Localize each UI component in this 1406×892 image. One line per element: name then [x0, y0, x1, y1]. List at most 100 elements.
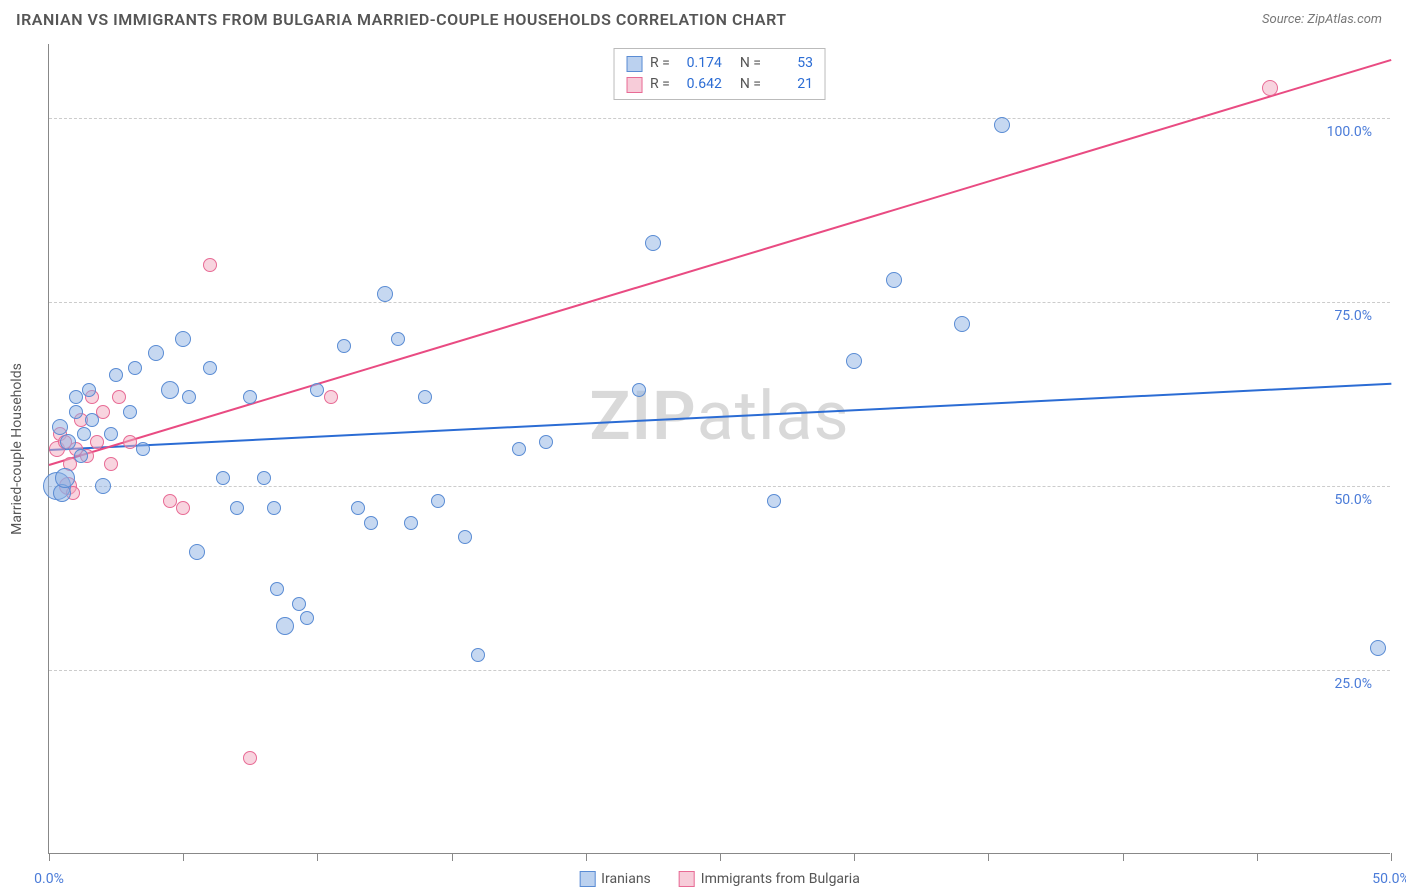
- swatch-pink: [679, 871, 695, 887]
- y-tick-label: 25.0%: [1334, 676, 1372, 692]
- x-tick: [452, 853, 453, 861]
- data-point-blue: [645, 235, 661, 251]
- data-point-blue: [351, 501, 365, 515]
- chart-plot-area: ZIPatlas Married-couple Households R =0.…: [48, 44, 1390, 854]
- data-point-pink: [176, 501, 190, 515]
- data-point-blue: [60, 434, 76, 450]
- swatch-pink: [626, 77, 642, 93]
- x-tick: [183, 853, 184, 861]
- data-point-blue: [175, 331, 191, 347]
- data-point-blue: [994, 117, 1010, 133]
- swatch-blue: [626, 56, 642, 72]
- gridline-horizontal: [49, 670, 1390, 671]
- data-point-blue: [886, 272, 902, 288]
- stats-row-pink: R = 0.642 N = 21: [626, 74, 813, 95]
- n-value: 21: [769, 74, 813, 95]
- x-tick: [317, 853, 318, 861]
- data-point-blue: [267, 501, 281, 515]
- source-label: Source: ZipAtlas.com: [1262, 12, 1382, 27]
- data-point-blue: [418, 390, 432, 404]
- data-point-blue: [77, 427, 91, 441]
- data-point-blue: [512, 442, 526, 456]
- data-point-blue: [189, 544, 205, 560]
- n-value: 53: [769, 53, 813, 74]
- data-point-pink: [1262, 80, 1278, 96]
- data-point-blue: [276, 617, 294, 635]
- stats-legend: R = 0.174 N = 53 R = 0.642 N = 21: [613, 48, 826, 100]
- data-point-pink: [324, 390, 338, 404]
- y-tick-label: 50.0%: [1334, 492, 1372, 508]
- x-tick: [720, 853, 721, 861]
- r-value: 0.174: [678, 53, 722, 74]
- data-point-blue: [431, 494, 445, 508]
- x-tick-label: 0.0%: [34, 871, 64, 887]
- data-point-blue: [109, 368, 123, 382]
- x-tick-label: 50.0%: [1372, 871, 1406, 887]
- data-point-pink: [163, 494, 177, 508]
- n-label: N =: [740, 74, 761, 95]
- data-point-blue: [82, 383, 96, 397]
- data-point-blue: [216, 471, 230, 485]
- data-point-blue: [104, 427, 118, 441]
- data-point-blue: [55, 468, 75, 488]
- gridline-horizontal: [49, 486, 1390, 487]
- legend-item-blue: Iranians: [579, 871, 651, 887]
- data-point-pink: [203, 258, 217, 272]
- data-point-blue: [310, 383, 324, 397]
- data-point-blue: [337, 339, 351, 353]
- data-point-blue: [69, 390, 83, 404]
- data-point-blue: [1370, 640, 1386, 656]
- data-point-blue: [148, 345, 164, 361]
- y-axis-label: Married-couple Households: [9, 363, 25, 535]
- data-point-blue: [123, 405, 137, 419]
- x-tick: [988, 853, 989, 861]
- chart-title: IRANIAN VS IMMIGRANTS FROM BULGARIA MARR…: [16, 10, 787, 29]
- data-point-blue: [95, 478, 111, 494]
- data-point-blue: [74, 449, 88, 463]
- data-point-pink: [123, 435, 137, 449]
- regression-line-pink: [49, 59, 1392, 466]
- data-point-blue: [136, 442, 150, 456]
- stats-row-blue: R = 0.174 N = 53: [626, 53, 813, 74]
- legend-label: Immigrants from Bulgaria: [701, 871, 860, 887]
- data-point-blue: [243, 390, 257, 404]
- data-point-pink: [104, 457, 118, 471]
- r-label: R =: [650, 53, 670, 74]
- x-tick: [586, 853, 587, 861]
- data-point-blue: [69, 405, 83, 419]
- data-point-blue: [364, 516, 378, 530]
- gridline-horizontal: [49, 302, 1390, 303]
- data-point-pink: [243, 751, 257, 765]
- x-tick: [1257, 853, 1258, 861]
- data-point-blue: [52, 419, 68, 435]
- data-point-blue: [257, 471, 271, 485]
- r-label: R =: [650, 74, 670, 95]
- data-point-blue: [203, 361, 217, 375]
- y-tick-label: 75.0%: [1334, 308, 1372, 324]
- x-tick: [854, 853, 855, 861]
- data-point-blue: [767, 494, 781, 508]
- data-point-blue: [182, 390, 196, 404]
- r-value: 0.642: [678, 74, 722, 95]
- data-point-pink: [112, 390, 126, 404]
- data-point-blue: [458, 530, 472, 544]
- legend-item-pink: Immigrants from Bulgaria: [679, 871, 860, 887]
- data-point-pink: [90, 435, 104, 449]
- series-legend: Iranians Immigrants from Bulgaria: [579, 871, 860, 887]
- data-point-blue: [292, 597, 306, 611]
- data-point-blue: [300, 611, 314, 625]
- data-point-blue: [270, 582, 284, 596]
- y-tick-label: 100.0%: [1327, 124, 1372, 140]
- x-tick: [1123, 853, 1124, 861]
- data-point-blue: [632, 383, 646, 397]
- data-point-blue: [539, 435, 553, 449]
- data-point-blue: [377, 286, 393, 302]
- data-point-blue: [954, 316, 970, 332]
- data-point-blue: [161, 381, 179, 399]
- x-tick: [1391, 853, 1392, 861]
- legend-label: Iranians: [601, 871, 651, 887]
- data-point-blue: [230, 501, 244, 515]
- n-label: N =: [740, 53, 761, 74]
- data-point-blue: [471, 648, 485, 662]
- gridline-horizontal: [49, 118, 1390, 119]
